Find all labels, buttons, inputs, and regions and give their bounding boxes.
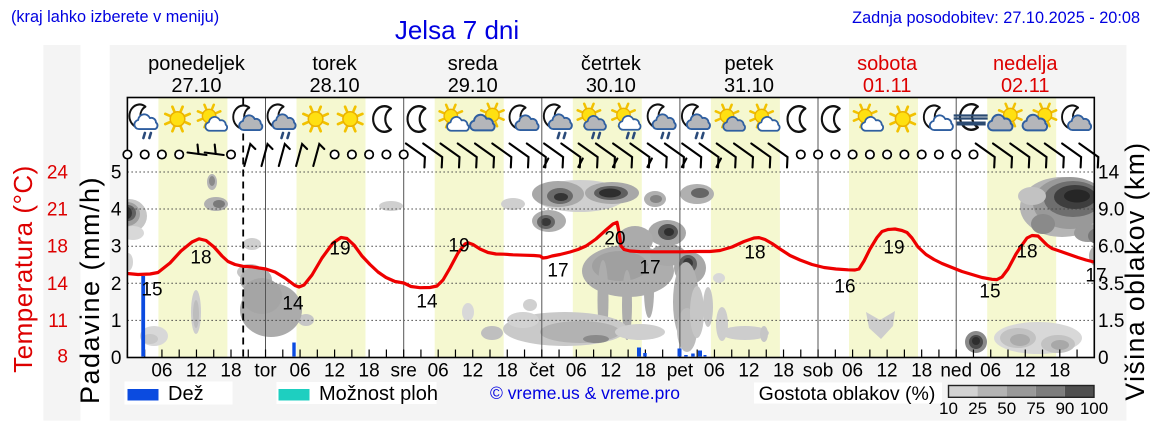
svg-text:06: 06	[289, 361, 310, 382]
svg-text:6.0: 6.0	[1098, 237, 1124, 258]
svg-text:18: 18	[773, 361, 794, 382]
svg-text:4: 4	[111, 200, 122, 221]
svg-text:90: 90	[1055, 399, 1074, 418]
svg-text:Padavine (mm/h): Padavine (mm/h)	[75, 176, 105, 404]
svg-text:11: 11	[48, 311, 68, 332]
svg-text:1: 1	[111, 311, 122, 332]
svg-text:0: 0	[1098, 348, 1109, 369]
svg-text:nedelja: nedelja	[993, 53, 1058, 75]
svg-text:19: 19	[329, 239, 350, 260]
svg-text:19: 19	[883, 238, 904, 259]
svg-text:Višina oblakov (km): Višina oblakov (km)	[1120, 141, 1150, 400]
svg-text:02.11: 02.11	[1001, 75, 1050, 97]
svg-text:18: 18	[220, 361, 241, 382]
svg-text:Jelsa 7 dni: Jelsa 7 dni	[395, 15, 519, 45]
svg-text:9.0: 9.0	[1098, 200, 1124, 221]
svg-text:75: 75	[1026, 399, 1045, 418]
svg-text:28.10: 28.10	[310, 75, 360, 97]
svg-text:18: 18	[359, 361, 380, 382]
svg-text:ponedeljek: ponedeljek	[148, 53, 246, 75]
svg-text:18: 18	[1049, 361, 1070, 382]
svg-text:12: 12	[186, 361, 207, 382]
svg-text:3: 3	[111, 237, 122, 258]
svg-text:18: 18	[744, 243, 765, 264]
svg-text:sreda: sreda	[448, 53, 499, 75]
svg-text:01.11: 01.11	[863, 75, 912, 97]
svg-text:petek: petek	[725, 53, 775, 75]
svg-text:5: 5	[111, 163, 122, 184]
svg-text:2: 2	[111, 274, 122, 295]
svg-text:06: 06	[704, 361, 725, 382]
svg-text:12: 12	[738, 361, 759, 382]
svg-text:Dež: Dež	[168, 383, 204, 405]
svg-text:24: 24	[47, 163, 69, 184]
svg-text:17: 17	[639, 258, 660, 279]
svg-text:18: 18	[190, 248, 211, 269]
svg-text:14: 14	[1098, 163, 1120, 184]
svg-text:pet: pet	[667, 361, 694, 382]
svg-text:sobota: sobota	[857, 53, 918, 75]
svg-text:12: 12	[600, 361, 621, 382]
svg-text:50: 50	[997, 399, 1016, 418]
svg-text:Možnost ploh: Možnost ploh	[319, 383, 438, 405]
svg-text:31.10: 31.10	[724, 75, 774, 97]
svg-text:14: 14	[416, 292, 438, 313]
svg-text:21: 21	[47, 200, 68, 221]
svg-text:18: 18	[497, 361, 518, 382]
svg-text:Zadnja posodobitev: 27.10.2025: Zadnja posodobitev: 27.10.2025 - 20:08	[852, 9, 1140, 27]
svg-text:tor: tor	[254, 361, 277, 382]
svg-text:06: 06	[566, 361, 587, 382]
svg-text:(kraj lahko izberete v meniju): (kraj lahko izberete v meniju)	[11, 8, 219, 26]
svg-text:8: 8	[57, 347, 68, 368]
svg-text:0: 0	[111, 348, 122, 369]
svg-text:Temperatura (°C): Temperatura (°C)	[8, 165, 38, 373]
svg-text:sre: sre	[390, 361, 416, 382]
svg-text:06: 06	[980, 361, 1001, 382]
svg-text:12: 12	[462, 361, 483, 382]
svg-text:17: 17	[547, 261, 568, 282]
svg-text:15: 15	[141, 280, 162, 301]
svg-text:18: 18	[47, 237, 68, 258]
svg-text:14: 14	[282, 294, 304, 315]
svg-text:18: 18	[635, 361, 656, 382]
svg-text:06: 06	[151, 361, 172, 382]
svg-text:© vreme.us & vreme.pro: © vreme.us & vreme.pro	[490, 383, 680, 403]
svg-text:18: 18	[1016, 242, 1037, 263]
svg-text:12: 12	[876, 361, 897, 382]
svg-text:1.5: 1.5	[1098, 311, 1124, 332]
svg-text:ned: ned	[940, 361, 972, 382]
svg-text:Gostota oblakov (%): Gostota oblakov (%)	[759, 383, 936, 405]
svg-text:16: 16	[834, 277, 855, 298]
svg-text:sob: sob	[803, 361, 834, 382]
svg-text:19: 19	[448, 236, 469, 257]
svg-text:čet: čet	[529, 361, 555, 382]
svg-text:18: 18	[911, 361, 932, 382]
svg-text:06: 06	[842, 361, 863, 382]
svg-text:3.5: 3.5	[1098, 274, 1124, 295]
svg-text:27.10: 27.10	[171, 75, 221, 97]
svg-text:12: 12	[1015, 361, 1036, 382]
svg-text:četrtek: četrtek	[581, 53, 642, 75]
svg-text:10: 10	[939, 399, 958, 418]
svg-text:torek: torek	[312, 53, 357, 75]
svg-text:06: 06	[428, 361, 449, 382]
svg-text:12: 12	[324, 361, 345, 382]
svg-text:29.10: 29.10	[448, 75, 498, 97]
svg-text:14: 14	[47, 274, 69, 295]
svg-text:30.10: 30.10	[586, 75, 636, 97]
svg-text:15: 15	[979, 282, 1000, 303]
svg-text:25: 25	[968, 399, 987, 418]
svg-text:20: 20	[604, 229, 625, 250]
svg-text:17: 17	[1085, 266, 1106, 287]
svg-text:100: 100	[1080, 399, 1108, 418]
